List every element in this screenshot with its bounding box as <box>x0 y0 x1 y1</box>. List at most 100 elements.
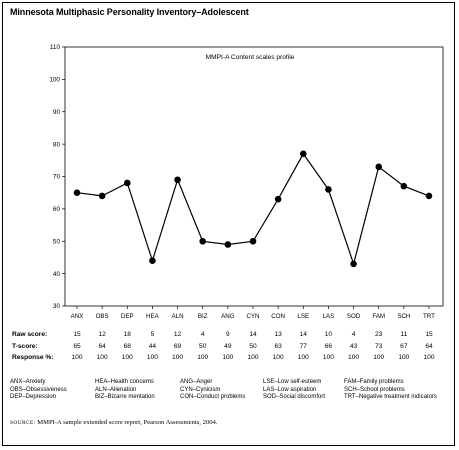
score-row: T-score: 65 64 68 44 69 50 49 50 63 77 66 43 73 67 64 <box>8 343 446 353</box>
score-cell: 14 <box>299 331 307 338</box>
x-tick-label: ANX <box>71 313 84 320</box>
y-tick-label: 40 <box>53 271 61 278</box>
x-tick-label: SOD <box>347 313 361 320</box>
score-cell: 63 <box>274 343 282 350</box>
score-cell: 64 <box>98 343 106 350</box>
legend-item: BIZ–Bizarre mentation <box>95 394 155 401</box>
legend-item: HEA–Health concerns <box>95 379 155 385</box>
legend-item: OBS–Obsessiveness <box>10 386 67 393</box>
legend-item: LAS–Low aspiration <box>263 386 317 393</box>
score-cell: 100 <box>398 354 410 361</box>
legend-item: CON–Conduct problems <box>180 394 246 401</box>
score-cell: 11 <box>400 331 408 338</box>
source-note: SOURCE: MMPI-A sample extended score rep… <box>10 419 217 426</box>
plot-area <box>64 46 444 307</box>
data-point <box>249 237 257 245</box>
legend-item: ALN–Alienation <box>95 386 137 393</box>
data-point <box>425 192 433 200</box>
score-cell: 100 <box>322 354 334 361</box>
legend-item: LSE–Low self-esteem <box>263 379 322 385</box>
legend-item: TRT–Negative treatment indicators <box>344 394 437 401</box>
score-cell: 50 <box>199 343 207 350</box>
y-tick-label: 70 <box>53 174 61 181</box>
data-point <box>224 241 232 248</box>
score-cell: 14 <box>249 331 257 338</box>
score-cell: 65 <box>73 343 81 350</box>
legend-item: FAM–Family problems <box>344 379 404 385</box>
score-cell: 12 <box>173 331 182 338</box>
x-tick-label: SCH <box>397 313 410 320</box>
x-tick-label: CYN <box>246 313 259 320</box>
x-tick-label: FAM <box>372 313 385 320</box>
legend-column: ANG–Anger CYN–Cynicism CON–Conduct problem… <box>180 379 245 402</box>
score-row: Response %: 100 100 100 100 100 100 100 100 100 10… <box>8 354 446 364</box>
score-cell: 68 <box>123 343 131 350</box>
legend-column: FAM–Family problems SCH–School problems TR… <box>344 379 437 402</box>
score-cell: 44 <box>148 343 157 350</box>
data-point <box>299 150 307 158</box>
source-label: SOURCE: <box>10 420 36 426</box>
legend-item: SCH–School problems <box>344 386 405 393</box>
legend-item: SOD–Social discomfort <box>263 394 326 401</box>
figure-title: Minnesota Multiphasic Personality Invent… <box>10 7 249 17</box>
legend-item: CYN–Cynicism <box>180 386 221 393</box>
score-cell: 5 <box>150 331 155 338</box>
score-cell: 100 <box>373 354 385 361</box>
score-cell: 69 <box>173 343 182 350</box>
legend-column: ANX–Anxiety OBS–Obsessiveness DEP–Depressi… <box>10 379 67 402</box>
score-row: Raw score: 15 12 18 5 12 4 9 14 13 14 10 4 23 11 15 <box>8 331 446 341</box>
y-tick-label: 60 <box>53 206 61 213</box>
score-cell: 4 <box>200 331 205 338</box>
score-cell: 15 <box>73 331 81 338</box>
figure-frame <box>2 2 455 446</box>
score-cell: 100 <box>423 354 435 361</box>
score-cell: 10 <box>324 331 333 338</box>
score-cell: 43 <box>349 343 358 350</box>
data-point <box>174 176 181 184</box>
data-point <box>350 260 357 268</box>
score-cell: 66 <box>324 343 333 350</box>
score-cell: 15 <box>425 331 433 338</box>
score-row-label: Response %: <box>12 354 54 361</box>
data-point <box>73 189 81 196</box>
score-cell: 4 <box>351 331 356 338</box>
data-point <box>98 192 106 200</box>
score-cell: 100 <box>222 354 234 361</box>
score-cell: 64 <box>425 343 433 350</box>
data-point <box>149 257 156 264</box>
x-tick-label: ALN <box>172 313 184 320</box>
score-cell: 100 <box>146 354 158 361</box>
score-cell: 100 <box>71 354 83 361</box>
score-cell: 100 <box>121 354 133 361</box>
score-cell: 9 <box>226 331 230 338</box>
x-tick-label: DEP <box>121 313 134 320</box>
legend-column: LSE–Low self-esteem LAS–Low aspiration SOD… <box>263 379 325 402</box>
y-tick-label: 100 <box>49 77 60 84</box>
legend-item: ANX–Anxiety <box>10 379 46 385</box>
y-tick-label: 50 <box>53 238 61 245</box>
legend-item: ANG–Anger <box>180 379 213 385</box>
data-point <box>325 186 332 193</box>
score-cell: 100 <box>197 354 209 361</box>
data-point <box>375 163 383 171</box>
score-cell: 13 <box>274 331 282 338</box>
score-cell: 23 <box>375 331 383 338</box>
y-axis: 30 40 50 60 70 80 90 100 110 <box>49 44 65 310</box>
source-text: MMPI-A sample extended score report, Pea… <box>37 419 218 426</box>
x-tick-label: LAS <box>323 313 335 320</box>
score-cell: 67 <box>400 343 408 350</box>
x-tick-label: ANG <box>221 313 235 320</box>
score-cell: 100 <box>272 354 284 361</box>
score-cell: 100 <box>96 354 108 361</box>
score-row-label: Raw score: <box>12 331 48 338</box>
x-tick-label: LSE <box>297 313 309 320</box>
score-row-label: T-score: <box>12 343 38 350</box>
legend-item: DEP–Depression <box>10 394 57 401</box>
score-cell: 50 <box>249 343 257 350</box>
y-tick-label: 80 <box>53 141 61 148</box>
legend-column: HEA–Health concerns ALN–Alienation BIZ–Biz… <box>95 379 155 402</box>
y-tick-label: 110 <box>50 44 61 51</box>
x-axis: ANX OBS DEP HEA ALN BIZ ANG CYN CON LSE LAS SOD FAM S… <box>71 306 435 320</box>
data-point <box>199 237 207 245</box>
